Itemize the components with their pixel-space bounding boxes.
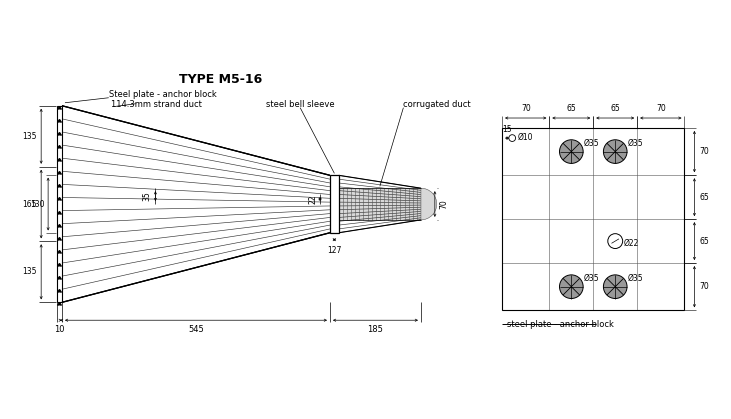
Text: Ø10: Ø10	[518, 132, 533, 142]
Text: steel bell sleeve: steel bell sleeve	[266, 100, 335, 109]
Text: Ø35: Ø35	[584, 139, 599, 148]
Text: 135: 135	[23, 267, 37, 277]
Circle shape	[603, 275, 627, 298]
Text: 70: 70	[700, 147, 709, 156]
Circle shape	[603, 140, 627, 163]
Polygon shape	[338, 188, 421, 220]
Text: Ø35: Ø35	[628, 139, 644, 148]
Text: Ø35: Ø35	[628, 274, 644, 283]
Circle shape	[559, 140, 583, 163]
Text: 22: 22	[308, 194, 317, 204]
Polygon shape	[330, 175, 338, 233]
Text: 130: 130	[31, 199, 45, 209]
Text: 70: 70	[700, 282, 709, 291]
Text: 185: 185	[368, 325, 383, 334]
Text: 15: 15	[502, 125, 512, 134]
Text: 114.3mm strand duct: 114.3mm strand duct	[111, 100, 202, 109]
Text: 165: 165	[23, 199, 37, 209]
Text: 65: 65	[700, 237, 709, 246]
Text: Steel plate - anchor block: Steel plate - anchor block	[109, 90, 216, 99]
Text: 135: 135	[23, 132, 37, 141]
Text: 70: 70	[656, 104, 666, 113]
Text: 10: 10	[54, 325, 65, 334]
Text: 127: 127	[327, 246, 341, 255]
Text: TYPE M5-16: TYPE M5-16	[179, 73, 262, 86]
Circle shape	[559, 275, 583, 298]
Text: 65: 65	[610, 104, 620, 113]
Text: steel plate - anchor block: steel plate - anchor block	[507, 320, 614, 329]
Text: Ø22: Ø22	[624, 239, 639, 248]
Text: 70: 70	[440, 199, 449, 209]
Text: 65: 65	[567, 104, 576, 113]
Text: Ø35: Ø35	[584, 274, 599, 283]
Text: 70: 70	[521, 104, 531, 113]
Wedge shape	[421, 188, 436, 220]
Text: 65: 65	[700, 193, 709, 202]
Text: 35: 35	[143, 191, 151, 201]
Text: 545: 545	[188, 325, 204, 334]
Text: corrugated duct: corrugated duct	[404, 100, 471, 109]
